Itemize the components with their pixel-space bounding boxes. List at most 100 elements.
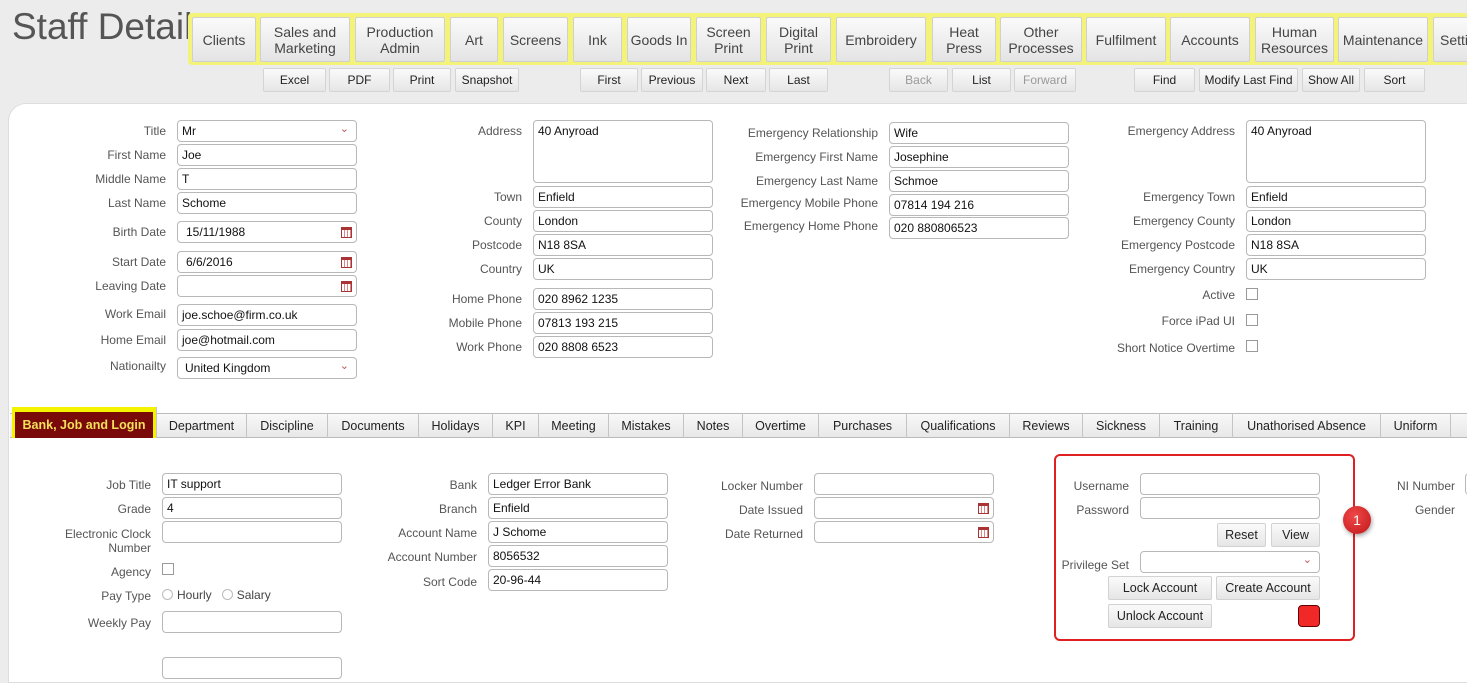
nav-fulfilment[interactable]: Fulfilment bbox=[1086, 17, 1166, 62]
unlock-account-button[interactable]: Unlock Account bbox=[1108, 604, 1212, 628]
emergency-relationship-field[interactable]: Wife bbox=[889, 122, 1069, 144]
tab-documents[interactable]: Documents bbox=[328, 413, 419, 438]
agency-checkbox[interactable] bbox=[162, 563, 174, 575]
nav-ink[interactable]: Ink bbox=[573, 17, 622, 62]
pdf-button[interactable]: PDF bbox=[329, 68, 390, 92]
postcode-field[interactable]: N18 8SA bbox=[533, 234, 713, 256]
nav-digital-print[interactable]: Digital Print bbox=[766, 17, 831, 62]
tab-meeting[interactable]: Meeting bbox=[539, 413, 609, 438]
nav-heat-press[interactable]: Heat Press bbox=[932, 17, 996, 62]
username-field[interactable] bbox=[1140, 473, 1320, 495]
tab-department[interactable]: Department bbox=[157, 413, 247, 438]
nav-human-resources[interactable]: Human Resources bbox=[1255, 17, 1334, 62]
nav-maintenance[interactable]: Maintenance bbox=[1338, 17, 1428, 62]
next-button[interactable]: Next bbox=[706, 68, 766, 92]
nav-sales-marketing[interactable]: Sales and Marketing bbox=[260, 17, 350, 62]
tab-bank-job-login[interactable]: Bank, Job and Login bbox=[12, 407, 157, 438]
weekly-pay-field[interactable] bbox=[162, 611, 342, 633]
sort-button[interactable]: Sort bbox=[1364, 68, 1425, 92]
calendar-icon[interactable] bbox=[341, 257, 352, 268]
calendar-icon[interactable] bbox=[341, 227, 352, 238]
lock-account-button[interactable]: Lock Account bbox=[1108, 576, 1212, 600]
work-phone-field[interactable]: 020 8808 6523 bbox=[533, 336, 713, 358]
emergency-county-field[interactable]: London bbox=[1246, 210, 1426, 232]
nav-art[interactable]: Art bbox=[450, 17, 498, 62]
title-select[interactable]: Mr bbox=[177, 120, 357, 142]
emergency-town-field[interactable]: Enfield bbox=[1246, 186, 1426, 208]
calendar-icon[interactable] bbox=[341, 281, 352, 292]
job-title-field[interactable]: IT support bbox=[162, 473, 342, 495]
nav-accounts[interactable]: Accounts bbox=[1170, 17, 1250, 62]
emergency-last-name-field[interactable]: Schmoe bbox=[889, 170, 1069, 192]
emergency-country-field[interactable]: UK bbox=[1246, 258, 1426, 280]
back-button[interactable]: Back bbox=[889, 68, 948, 92]
clock-number-field[interactable] bbox=[162, 521, 342, 543]
locker-number-field[interactable] bbox=[814, 473, 994, 495]
tab-unauthorised-absence[interactable]: Unathorised Absence bbox=[1233, 413, 1381, 438]
leaving-date-field[interactable] bbox=[177, 275, 357, 297]
home-phone-field[interactable]: 020 8962 1235 bbox=[533, 288, 713, 310]
county-field[interactable]: London bbox=[533, 210, 713, 232]
short-notice-checkbox[interactable] bbox=[1246, 340, 1258, 352]
privilege-set-select[interactable] bbox=[1140, 551, 1320, 573]
branch-field[interactable]: Enfield bbox=[488, 497, 668, 519]
tab-uniform[interactable]: Uniform bbox=[1381, 413, 1451, 438]
middle-name-field[interactable]: T bbox=[177, 168, 357, 190]
show-all-button[interactable]: Show All bbox=[1302, 68, 1360, 92]
tab-mistakes[interactable]: Mistakes bbox=[609, 413, 684, 438]
nav-production-admin[interactable]: Production Admin bbox=[355, 17, 445, 62]
country-field[interactable]: UK bbox=[533, 258, 713, 280]
snapshot-button[interactable]: Snapshot bbox=[455, 68, 519, 92]
nav-other-processes[interactable]: Other Processes bbox=[1000, 17, 1082, 62]
nav-screens[interactable]: Screens bbox=[503, 17, 568, 62]
nationality-select[interactable]: United Kingdom bbox=[177, 357, 357, 379]
birth-date-field[interactable]: 15/11/1988 bbox=[177, 221, 357, 243]
date-issued-field[interactable] bbox=[814, 497, 994, 519]
nav-settings[interactable]: Setti bbox=[1433, 17, 1467, 62]
account-number-field[interactable]: 8056532 bbox=[488, 545, 668, 567]
nav-embroidery[interactable]: Embroidery bbox=[836, 17, 926, 62]
work-email-field[interactable]: joe.schoe@firm.co.uk bbox=[177, 304, 357, 326]
force-ipad-checkbox[interactable] bbox=[1246, 314, 1258, 326]
calendar-icon[interactable] bbox=[978, 527, 989, 538]
emergency-postcode-field[interactable]: N18 8SA bbox=[1246, 234, 1426, 256]
emergency-address-field[interactable]: 40 Anyroad bbox=[1246, 120, 1426, 183]
account-name-field[interactable]: J Schome bbox=[488, 521, 668, 543]
bank-field[interactable]: Ledger Error Bank bbox=[488, 473, 668, 495]
nav-clients[interactable]: Clients bbox=[192, 17, 256, 62]
salary-radio[interactable]: Salary bbox=[221, 588, 271, 602]
tab-purchases[interactable]: Purchases bbox=[819, 413, 907, 438]
date-returned-field[interactable] bbox=[814, 521, 994, 543]
calendar-icon[interactable] bbox=[978, 503, 989, 514]
emergency-mobile-field[interactable]: 07814 194 216 bbox=[889, 194, 1069, 216]
first-name-field[interactable]: Joe bbox=[177, 144, 357, 166]
emergency-home-field[interactable]: 020 880806523 bbox=[889, 217, 1069, 239]
active-checkbox[interactable] bbox=[1246, 288, 1258, 300]
town-field[interactable]: Enfield bbox=[533, 186, 713, 208]
address-field[interactable]: 40 Anyroad bbox=[533, 120, 713, 183]
excel-button[interactable]: Excel bbox=[263, 68, 326, 92]
modify-last-find-button[interactable]: Modify Last Find bbox=[1199, 68, 1298, 92]
nav-screen-print[interactable]: Screen Print bbox=[696, 17, 761, 62]
emergency-first-name-field[interactable]: Josephine bbox=[889, 146, 1069, 168]
tab-discipline[interactable]: Discipline bbox=[247, 413, 328, 438]
list-button[interactable]: List bbox=[952, 68, 1011, 92]
tab-sickness[interactable]: Sickness bbox=[1083, 413, 1160, 438]
nav-goods-in[interactable]: Goods In bbox=[627, 17, 691, 62]
tab-reviews[interactable]: Reviews bbox=[1010, 413, 1083, 438]
home-email-field[interactable]: joe@hotmail.com bbox=[177, 329, 357, 351]
first-button[interactable]: First bbox=[580, 68, 638, 92]
hourly-radio[interactable]: Hourly bbox=[162, 588, 212, 602]
find-button[interactable]: Find bbox=[1134, 68, 1195, 92]
last-name-field[interactable]: Schome bbox=[177, 192, 357, 214]
additional-field[interactable] bbox=[162, 657, 342, 679]
forward-button[interactable]: Forward bbox=[1014, 68, 1076, 92]
tab-overtime[interactable]: Overtime bbox=[743, 413, 819, 438]
print-button[interactable]: Print bbox=[393, 68, 451, 92]
create-account-button[interactable]: Create Account bbox=[1216, 576, 1320, 600]
tab-notes[interactable]: Notes bbox=[684, 413, 743, 438]
start-date-field[interactable]: 6/6/2016 bbox=[177, 251, 357, 273]
mobile-phone-field[interactable]: 07813 193 215 bbox=[533, 312, 713, 334]
password-field[interactable] bbox=[1140, 497, 1320, 519]
view-button[interactable]: View bbox=[1271, 523, 1320, 547]
